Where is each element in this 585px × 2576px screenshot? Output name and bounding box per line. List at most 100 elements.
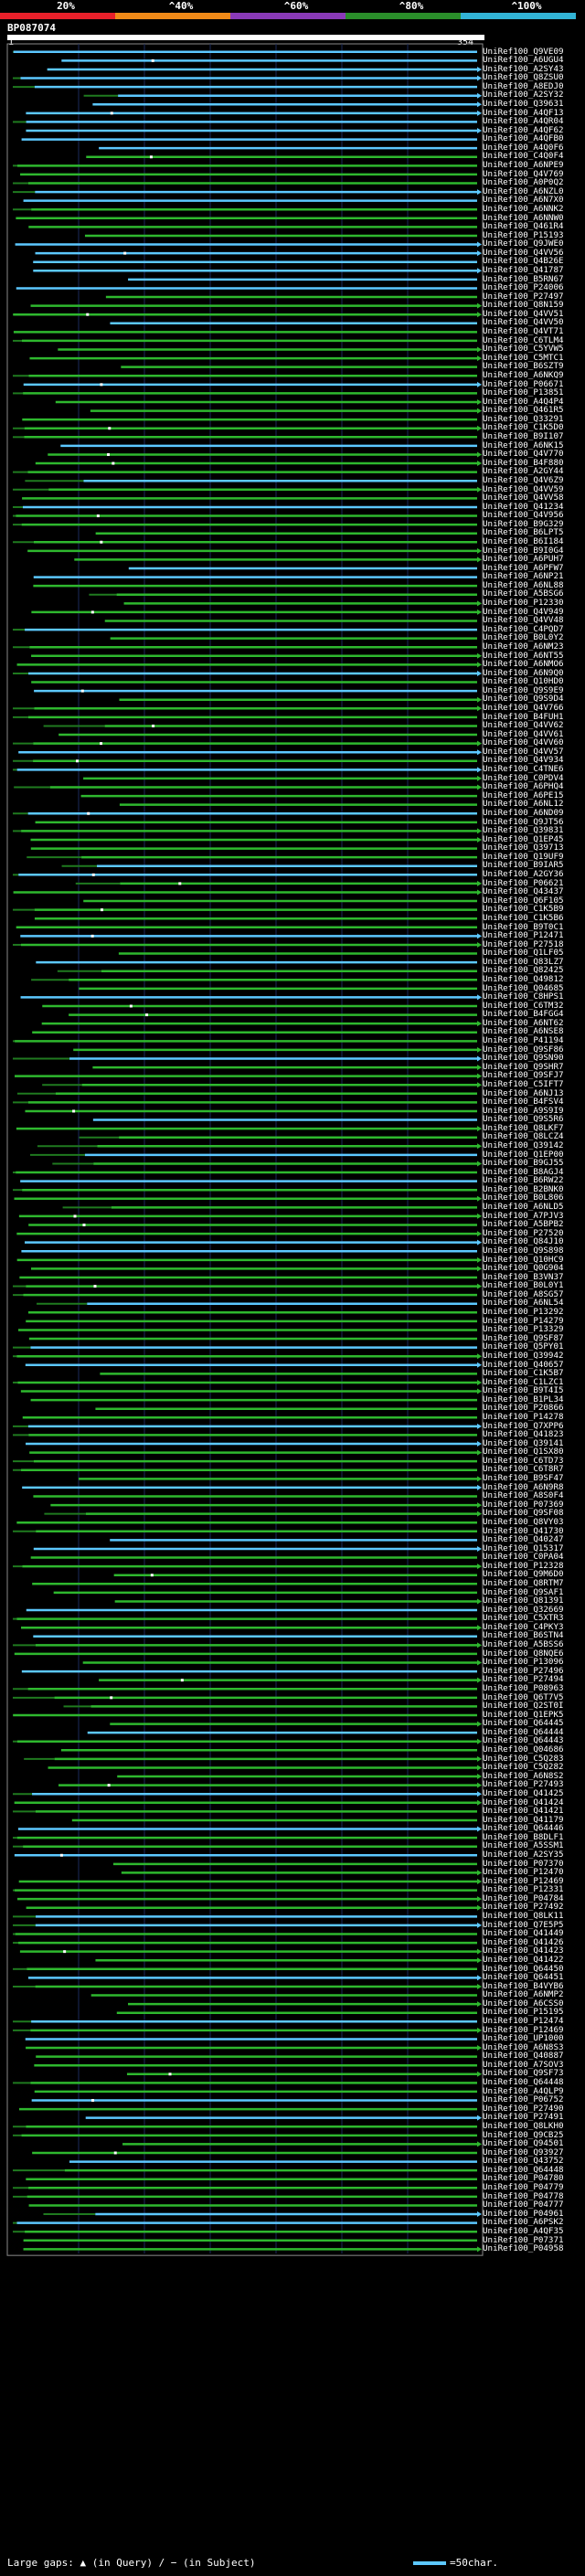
hit-label[interactable]: UniRef100_P27497 xyxy=(483,291,564,302)
hit-label[interactable]: UniRef100_Q8ZSU0 xyxy=(483,72,564,83)
hit-label[interactable]: UniRef100_A4Q4P4 xyxy=(483,396,564,407)
hit-label[interactable]: UniRef100_A8EDJ0 xyxy=(483,80,564,91)
hit-label[interactable]: UniRef100_Q64448 xyxy=(483,2077,564,2088)
hit-label[interactable]: UniRef100_Q43437 xyxy=(483,886,564,897)
hit-label[interactable]: UniRef100_C5Q283 xyxy=(483,1753,564,1764)
hit-label[interactable]: UniRef100_P12470 xyxy=(483,1867,564,1878)
hit-label[interactable]: UniRef100_Q8NQE6 xyxy=(483,1648,564,1659)
hit-label[interactable]: UniRef100_Q94501 xyxy=(483,2138,564,2149)
hit-label[interactable]: UniRef100_Q41449 xyxy=(483,1928,564,1939)
hit-label[interactable]: UniRef100_A5BPB2 xyxy=(483,1219,564,1230)
hit-label[interactable]: UniRef100_B9GJ55 xyxy=(483,1158,564,1169)
hit-label[interactable]: UniRef100_P08963 xyxy=(483,1682,564,1693)
hit-label[interactable]: UniRef100_Q4VV57 xyxy=(483,746,564,757)
hit-label[interactable]: UniRef100_P04777 xyxy=(483,2200,564,2210)
hit-label[interactable]: UniRef100_P20866 xyxy=(483,1403,564,1414)
hit-label[interactable]: UniRef100_Q0G904 xyxy=(483,1263,564,1274)
hit-label[interactable]: UniRef100_A6NSE8 xyxy=(483,1026,564,1037)
hit-label[interactable]: UniRef100_Q39831 xyxy=(483,825,564,836)
hit-label[interactable]: UniRef100_C0PDV4 xyxy=(483,772,564,783)
hit-label[interactable]: UniRef100_Q43752 xyxy=(483,2156,564,2167)
hit-label[interactable]: UniRef100_Q41823 xyxy=(483,1429,564,1440)
hit-label[interactable]: UniRef100_Q64446 xyxy=(483,1823,564,1834)
hit-label[interactable]: UniRef100_Q93927 xyxy=(483,2147,564,2157)
hit-label[interactable]: UniRef100_P13851 xyxy=(483,387,564,398)
hit-label[interactable]: UniRef100_Q04686 xyxy=(483,1744,564,1755)
hit-label[interactable]: UniRef100_Q84J10 xyxy=(483,1236,564,1247)
hit-label[interactable]: UniRef100_P04961 xyxy=(483,2208,564,2219)
hit-label[interactable]: UniRef100_Q8N159 xyxy=(483,300,564,311)
hit-label[interactable]: UniRef100_C4Q0F4 xyxy=(483,151,564,162)
hit-label[interactable]: UniRef100_A6NMO6 xyxy=(483,659,564,670)
hit-label[interactable]: UniRef100_P27518 xyxy=(483,938,564,949)
hit-label[interactable]: UniRef100_Q81391 xyxy=(483,1595,564,1606)
hit-label[interactable]: UniRef100_Q9M6D0 xyxy=(483,1569,564,1580)
hit-label[interactable]: UniRef100_P04779 xyxy=(483,2182,564,2193)
hit-label[interactable]: UniRef100_C6TM32 xyxy=(483,1000,564,1011)
hit-label[interactable]: UniRef100_Q9SN90 xyxy=(483,1053,564,1064)
hit-label[interactable]: UniRef100_A7SOV3 xyxy=(483,2059,564,2070)
hit-label[interactable]: UniRef100_P12471 xyxy=(483,930,564,941)
hit-label[interactable]: UniRef100_B5RN67 xyxy=(483,273,564,284)
hit-label[interactable]: UniRef100_A4Q0F6 xyxy=(483,142,564,153)
hit-label[interactable]: UniRef100_Q4VV60 xyxy=(483,737,564,748)
hit-label[interactable]: UniRef100_A4QF35 xyxy=(483,2225,564,2236)
hit-label[interactable]: UniRef100_B6I184 xyxy=(483,535,564,546)
hit-label[interactable]: UniRef100_C8HPS1 xyxy=(483,991,564,1002)
hit-label[interactable]: UniRef100_A6N9R8 xyxy=(483,1481,564,1492)
hit-label[interactable]: UniRef100_P13329 xyxy=(483,1324,564,1335)
hit-label[interactable]: UniRef100_P06621 xyxy=(483,877,564,888)
hit-label[interactable]: UniRef100_Q10HC9 xyxy=(483,1254,564,1265)
hit-label[interactable]: UniRef100_C1K5D0 xyxy=(483,422,564,433)
hit-label[interactable]: UniRef100_P12469 xyxy=(483,1875,564,1886)
hit-label[interactable]: UniRef100_Q41421 xyxy=(483,1806,564,1817)
hit-label[interactable]: UniRef100_A6PUH7 xyxy=(483,554,564,565)
hit-label[interactable]: UniRef100_Q40657 xyxy=(483,1359,564,1370)
hit-label[interactable]: UniRef100_Q4VV61 xyxy=(483,728,564,739)
hit-label[interactable]: UniRef100_B6RW22 xyxy=(483,1175,564,1186)
hit-label[interactable]: UniRef100_A6PSK2 xyxy=(483,2217,564,2228)
hit-label[interactable]: UniRef100_Q4VV50 xyxy=(483,317,564,328)
hit-label[interactable]: UniRef100_A6N7X0 xyxy=(483,195,564,206)
hit-label[interactable]: UniRef100_A5BSG6 xyxy=(483,588,564,599)
hit-label[interactable]: UniRef100_Q64444 xyxy=(483,1726,564,1737)
hit-label[interactable]: UniRef100_A7PJV3 xyxy=(483,1210,564,1221)
hit-label[interactable]: UniRef100_Q10HD0 xyxy=(483,676,564,687)
hit-label[interactable]: UniRef100_P27492 xyxy=(483,1902,564,1913)
hit-label[interactable]: UniRef100_Q4VV59 xyxy=(483,483,564,494)
hit-label[interactable]: UniRef100_Q4V6Z9 xyxy=(483,474,564,485)
hit-label[interactable]: UniRef100_Q8LCZ4 xyxy=(483,1131,564,1142)
hit-label[interactable]: UniRef100_B9IAR5 xyxy=(483,860,564,871)
hit-label[interactable]: UniRef100_B2BNK0 xyxy=(483,1183,564,1194)
hit-label[interactable]: UniRef100_C5XTR3 xyxy=(483,1613,564,1624)
hit-label[interactable]: UniRef100_A0P0Q2 xyxy=(483,177,564,188)
hit-label[interactable]: UniRef100_P15193 xyxy=(483,229,564,240)
hit-label[interactable]: UniRef100_P27520 xyxy=(483,1227,564,1238)
hit-label[interactable]: UniRef100_B4FSV4 xyxy=(483,1097,564,1108)
hit-label[interactable]: UniRef100_Q4B26E xyxy=(483,256,564,267)
hit-label[interactable]: UniRef100_Q4V956 xyxy=(483,510,564,521)
hit-label[interactable]: UniRef100_Q1EP00 xyxy=(483,1149,564,1160)
hit-label[interactable]: UniRef100_P24006 xyxy=(483,282,564,293)
hit-label[interactable]: UniRef100_Q9SF86 xyxy=(483,1044,564,1055)
hit-label[interactable]: UniRef100_Q41425 xyxy=(483,1787,564,1798)
hit-label[interactable]: UniRef100_Q40247 xyxy=(483,1534,564,1545)
hit-label[interactable]: UniRef100_C0PA04 xyxy=(483,1552,564,1563)
hit-label[interactable]: UniRef100_B9T4I5 xyxy=(483,1385,564,1396)
hit-label[interactable]: UniRef100_A8SG57 xyxy=(483,1288,564,1299)
hit-label[interactable]: UniRef100_A6NJ13 xyxy=(483,1087,564,1098)
hit-label[interactable]: UniRef100_C5MTC1 xyxy=(483,352,564,363)
hit-label[interactable]: UniRef100_B0L806 xyxy=(483,1193,564,1203)
hit-label[interactable]: UniRef100_A8S0F4 xyxy=(483,1490,564,1501)
hit-label[interactable]: UniRef100_A6ND09 xyxy=(483,807,564,818)
hit-label[interactable]: UniRef100_C4TNE6 xyxy=(483,764,564,775)
hit-label[interactable]: UniRef100_A6NPE9 xyxy=(483,160,564,171)
hit-label[interactable]: UniRef100_Q9JT56 xyxy=(483,816,564,827)
hit-label[interactable]: UniRef100_Q1EP45 xyxy=(483,833,564,844)
hit-label[interactable]: UniRef100_P07369 xyxy=(483,1499,564,1510)
hit-label[interactable]: UniRef100_Q39713 xyxy=(483,843,564,853)
hit-label[interactable]: UniRef100_A4QF62 xyxy=(483,124,564,135)
hit-label[interactable]: UniRef100_A2SY35 xyxy=(483,1849,564,1860)
hit-label[interactable]: UniRef100_Q41730 xyxy=(483,1525,564,1536)
hit-label[interactable]: UniRef100_A6PFW7 xyxy=(483,562,564,573)
